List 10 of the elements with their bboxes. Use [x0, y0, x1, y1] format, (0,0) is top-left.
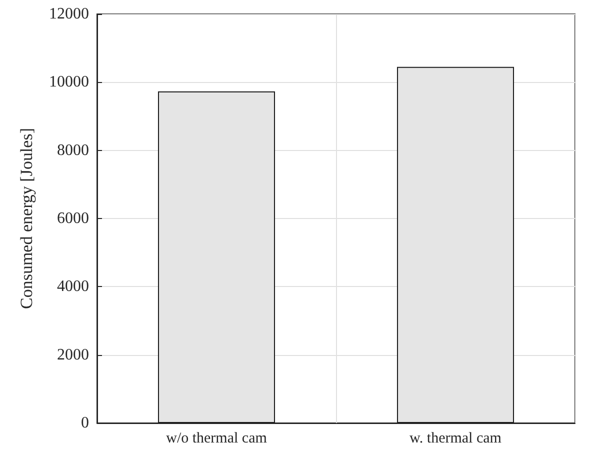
y-axis-title: Consumed energy [Joules]: [17, 128, 36, 309]
x-tick-label: w. thermal cam: [410, 430, 502, 446]
y-tick-label: 8000: [57, 142, 89, 159]
y-tick-label: 4000: [57, 278, 89, 296]
y-tick-label: 0: [81, 414, 89, 432]
y-tick-label: 12000: [49, 6, 89, 22]
x-tick-label: w/o thermal cam: [166, 430, 268, 446]
y-tick-label: 10000: [49, 74, 89, 91]
y-tick-label: 6000: [57, 210, 89, 227]
y-tick-label: 2000: [57, 346, 89, 364]
